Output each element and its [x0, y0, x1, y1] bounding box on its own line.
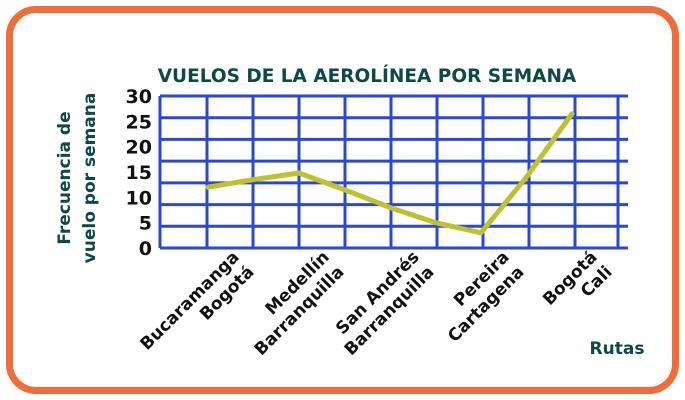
y-axis-label-line-1: Frecuencia de	[55, 111, 75, 244]
grid	[158, 94, 628, 250]
series-line	[205, 111, 575, 236]
y-axis-label-line-2: vuelo por semana	[80, 93, 100, 264]
y-tick-label: 5	[139, 213, 152, 235]
y-ticks: 0 5 10 15 20 25 30	[126, 86, 152, 260]
y-tick-label: 30	[126, 86, 152, 108]
y-tick-label: 25	[126, 111, 152, 133]
y-tick-label: 0	[139, 238, 152, 260]
y-tick-label: 15	[126, 162, 152, 184]
chart-frame	[6, 6, 679, 394]
series	[205, 111, 575, 236]
y-tick-label: 10	[126, 187, 152, 209]
x-axis-label: Rutas	[590, 339, 645, 359]
y-tick-label: 20	[126, 137, 152, 159]
chart-title: VUELOS DE LA AEROLÍNEA POR SEMANA	[158, 65, 577, 87]
